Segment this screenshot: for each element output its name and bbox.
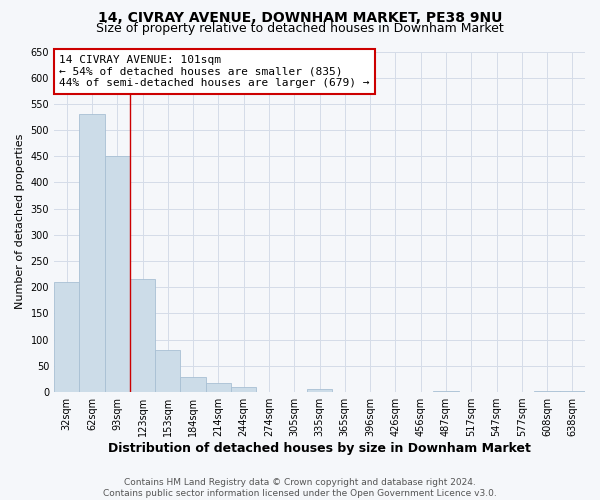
Bar xyxy=(535,391,560,392)
Bar xyxy=(206,382,231,392)
Bar xyxy=(560,391,585,392)
Text: 14 CIVRAY AVENUE: 101sqm
← 54% of detached houses are smaller (835)
44% of semi-: 14 CIVRAY AVENUE: 101sqm ← 54% of detach… xyxy=(59,55,370,88)
Bar xyxy=(181,378,206,392)
Text: Contains HM Land Registry data © Crown copyright and database right 2024.
Contai: Contains HM Land Registry data © Crown c… xyxy=(103,478,497,498)
Bar xyxy=(433,391,458,392)
Bar xyxy=(79,114,104,392)
Y-axis label: Number of detached properties: Number of detached properties xyxy=(15,134,25,310)
Bar xyxy=(307,390,332,392)
Bar xyxy=(104,156,130,392)
Bar xyxy=(54,282,79,392)
Bar xyxy=(155,350,181,392)
Bar xyxy=(130,280,155,392)
Text: Size of property relative to detached houses in Downham Market: Size of property relative to detached ho… xyxy=(96,22,504,35)
Text: 14, CIVRAY AVENUE, DOWNHAM MARKET, PE38 9NU: 14, CIVRAY AVENUE, DOWNHAM MARKET, PE38 … xyxy=(98,11,502,25)
X-axis label: Distribution of detached houses by size in Downham Market: Distribution of detached houses by size … xyxy=(108,442,531,455)
Bar xyxy=(231,387,256,392)
